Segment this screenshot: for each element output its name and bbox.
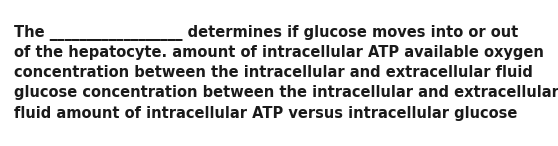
Text: fluid amount of intracellular ATP versus intracellular glucose: fluid amount of intracellular ATP versus… [14,106,517,121]
Text: of the hepatocyte. amount of intracellular ATP available oxygen: of the hepatocyte. amount of intracellul… [14,45,543,60]
Text: The __________________ determines if glucose moves into or out: The __________________ determines if glu… [14,25,518,41]
Text: glucose concentration between the intracellular and extracellular: glucose concentration between the intrac… [14,85,558,100]
Text: concentration between the intracellular and extracellular fluid: concentration between the intracellular … [14,65,533,80]
